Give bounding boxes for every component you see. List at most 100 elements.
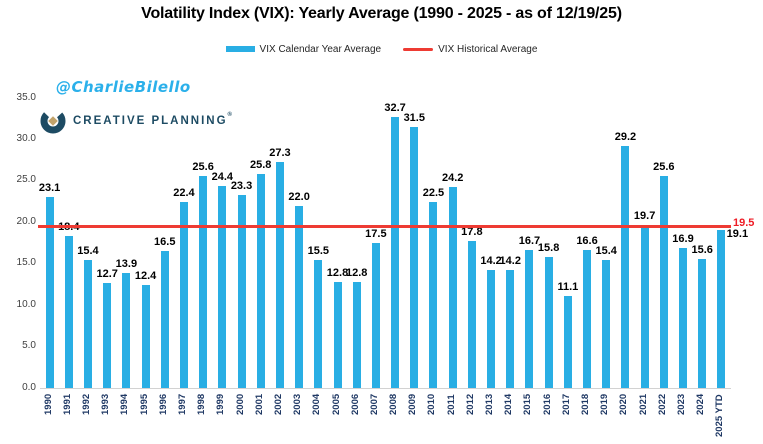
legend-bar-swatch — [225, 46, 255, 52]
bar-1999 — [218, 185, 227, 388]
creative-planning-logo-icon — [40, 108, 66, 134]
bar-1998 — [199, 175, 208, 388]
x-axis-line — [40, 388, 731, 389]
x-axis-label: 1993 — [100, 394, 112, 416]
x-axis-label: 1999 — [215, 394, 227, 416]
bar-value-label: 11.1 — [557, 281, 579, 294]
x-axis-label: 2007 — [368, 394, 380, 416]
bar-2025 YTD — [717, 229, 726, 388]
bar-2004 — [314, 259, 323, 388]
bar-1996 — [160, 251, 169, 388]
bar-value-label: 12.4 — [134, 270, 157, 283]
x-axis-label: 2015 — [522, 394, 534, 416]
bar-value-label: 12.7 — [96, 267, 118, 280]
bar-2009 — [410, 127, 419, 388]
bar-value-label: 19.7 — [633, 209, 656, 222]
bar-value-label: 14.2 — [499, 255, 521, 268]
x-axis-label: 2012 — [464, 394, 476, 416]
bar-2005 — [333, 281, 342, 388]
x-axis-label: 1995 — [138, 394, 150, 416]
bar-2011 — [448, 187, 457, 388]
bar-2000 — [237, 194, 246, 388]
x-axis-label: 1990 — [42, 394, 54, 416]
bar-1992 — [83, 260, 92, 388]
bar-2016 — [544, 257, 553, 388]
y-axis-label: 25.0 — [16, 174, 36, 186]
bar-2013 — [487, 270, 496, 388]
y-axis-label: 10.0 — [16, 298, 36, 310]
y-axis-label: 35.0 — [16, 91, 36, 103]
bar-value-label: 23.1 — [38, 181, 61, 194]
bar-value-label: 22.5 — [422, 186, 445, 199]
legend-line-swatch — [403, 47, 434, 51]
bar-value-label: 16.7 — [518, 234, 541, 247]
bar-2020 — [621, 146, 630, 388]
x-axis-label: 1994 — [119, 394, 131, 416]
bar-1994 — [122, 272, 131, 388]
bar-2018 — [583, 250, 592, 388]
bar-value-label: 12.8 — [326, 266, 349, 279]
bar-value-label: 15.8 — [537, 242, 560, 255]
bar-2015 — [525, 249, 534, 388]
x-axis-label: 2017 — [560, 394, 572, 416]
bar-value-label: 15.4 — [77, 245, 99, 258]
bar-value-label: 14.2 — [480, 255, 502, 268]
logo-text: CREATIVE PLANNING® — [73, 112, 234, 127]
x-axis-label: 1997 — [176, 394, 188, 416]
bar-1995 — [141, 285, 150, 388]
bar-2017 — [563, 296, 572, 388]
bar-2008 — [391, 117, 400, 388]
bar-value-label: 22.0 — [288, 190, 310, 203]
historical-average-label: 19.5 — [733, 217, 755, 230]
bar-value-label: 23.3 — [230, 179, 253, 192]
x-axis-label: 1996 — [157, 394, 169, 416]
x-axis-label: 1991 — [61, 394, 73, 416]
bar-value-label: 16.6 — [576, 235, 598, 248]
bar-value-label: 17.5 — [365, 228, 387, 240]
bar-value-label: 15.4 — [595, 245, 617, 258]
bar-value-label: 32.7 — [384, 102, 406, 115]
bar-1993 — [103, 282, 112, 388]
x-axis-label: 2016 — [541, 394, 553, 416]
x-axis-label: 2023 — [676, 394, 687, 416]
chart-legend: VIX Calendar Year Average VIX Historical… — [0, 42, 763, 56]
bar-value-label: 12.8 — [345, 266, 368, 279]
x-axis-label: 2000 — [234, 394, 246, 416]
bar-2012 — [467, 240, 476, 388]
legend-bar-label: VIX Calendar Year Average — [259, 43, 382, 55]
x-axis-label: 2008 — [388, 394, 400, 416]
watermark-author-handle: @CharlieBilello — [56, 78, 191, 96]
bar-2002 — [275, 161, 284, 388]
bar-value-label: 24.4 — [211, 170, 234, 183]
logo-trademark: ® — [227, 112, 234, 118]
x-axis-label: 2009 — [407, 394, 419, 416]
y-axis-label: 15.0 — [16, 257, 36, 269]
x-axis-label: 2004 — [311, 394, 323, 416]
x-axis-label: 2022 — [656, 394, 668, 416]
bar-value-label: 19.1 — [726, 227, 749, 240]
bar-1990 — [45, 196, 54, 388]
bar-2022 — [659, 175, 668, 388]
bar-2024 — [698, 258, 707, 388]
bar-2006 — [352, 281, 361, 388]
x-axis-label: 2010 — [426, 394, 438, 416]
legend-line-label: VIX Historical Average — [438, 43, 538, 55]
bar-value-label: 13.9 — [115, 257, 138, 270]
bar-value-label: 29.2 — [614, 131, 637, 144]
x-axis-label: 2003 — [292, 394, 304, 416]
y-axis-label: 0.0 — [22, 381, 36, 393]
x-axis-label: 2020 — [618, 394, 630, 416]
historical-average-line — [38, 224, 731, 228]
bar-value-label: 15.5 — [307, 244, 330, 257]
bar-2001 — [256, 174, 265, 388]
x-axis-label: 2013 — [484, 394, 496, 416]
x-axis-label: 2001 — [253, 394, 265, 416]
x-axis-label: 2019 — [599, 394, 611, 416]
y-axis-label: 30.0 — [16, 132, 36, 144]
bar-value-label: 25.6 — [653, 160, 675, 173]
bar-value-label: 25.8 — [250, 159, 272, 172]
x-axis-label: 2018 — [580, 394, 592, 416]
bar-value-label: 25.6 — [192, 160, 214, 173]
bar-value-label: 31.5 — [403, 112, 425, 124]
bar-value-label: 22.4 — [173, 187, 195, 200]
